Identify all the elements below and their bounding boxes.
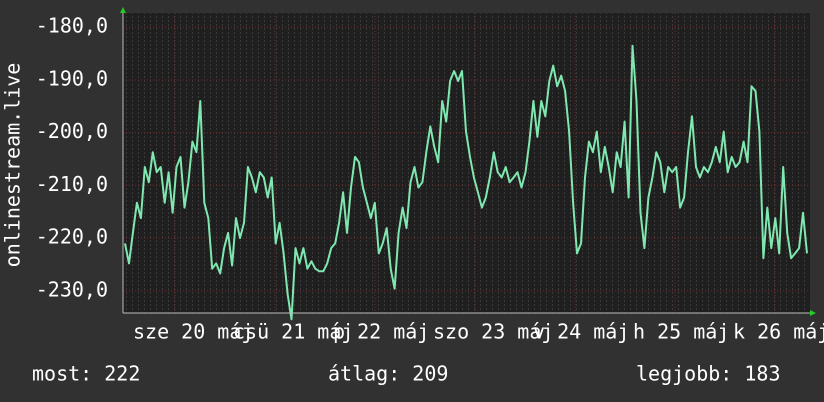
x-tick-label: v 24 máj [533, 320, 629, 344]
y-tick-label: -210,0 [36, 172, 108, 196]
x-tick-label: sze 20 máj [133, 320, 253, 344]
x-tick-label: p 22 máj [333, 320, 429, 344]
y-tick-label: -200,0 [36, 119, 108, 143]
x-tick-label: csü 21 máj [233, 320, 353, 344]
data-line [124, 44, 808, 321]
y-arrow [120, 7, 126, 13]
x-arrow [810, 310, 816, 316]
footer-avg: átlag: 209 [328, 362, 448, 386]
footer-best: legjobb: 183 [636, 362, 781, 386]
x-tick-label: k 26 máj [733, 320, 824, 344]
y-tick-label: -220,0 [36, 225, 108, 249]
marks-group [124, 44, 808, 321]
minor-grid [123, 13, 810, 313]
y-tick-label: -230,0 [36, 277, 108, 301]
x-tick-label: h 25 máj [633, 320, 729, 344]
y-tick-label: -190,0 [36, 66, 108, 90]
footer-now: most: 222 [32, 362, 140, 386]
y-axis-title: onlinestream.live [1, 63, 25, 268]
y-tick-label: -180,0 [36, 14, 108, 38]
x-tick-label: szo 23 máj [433, 320, 553, 344]
grid-group [123, 13, 810, 313]
